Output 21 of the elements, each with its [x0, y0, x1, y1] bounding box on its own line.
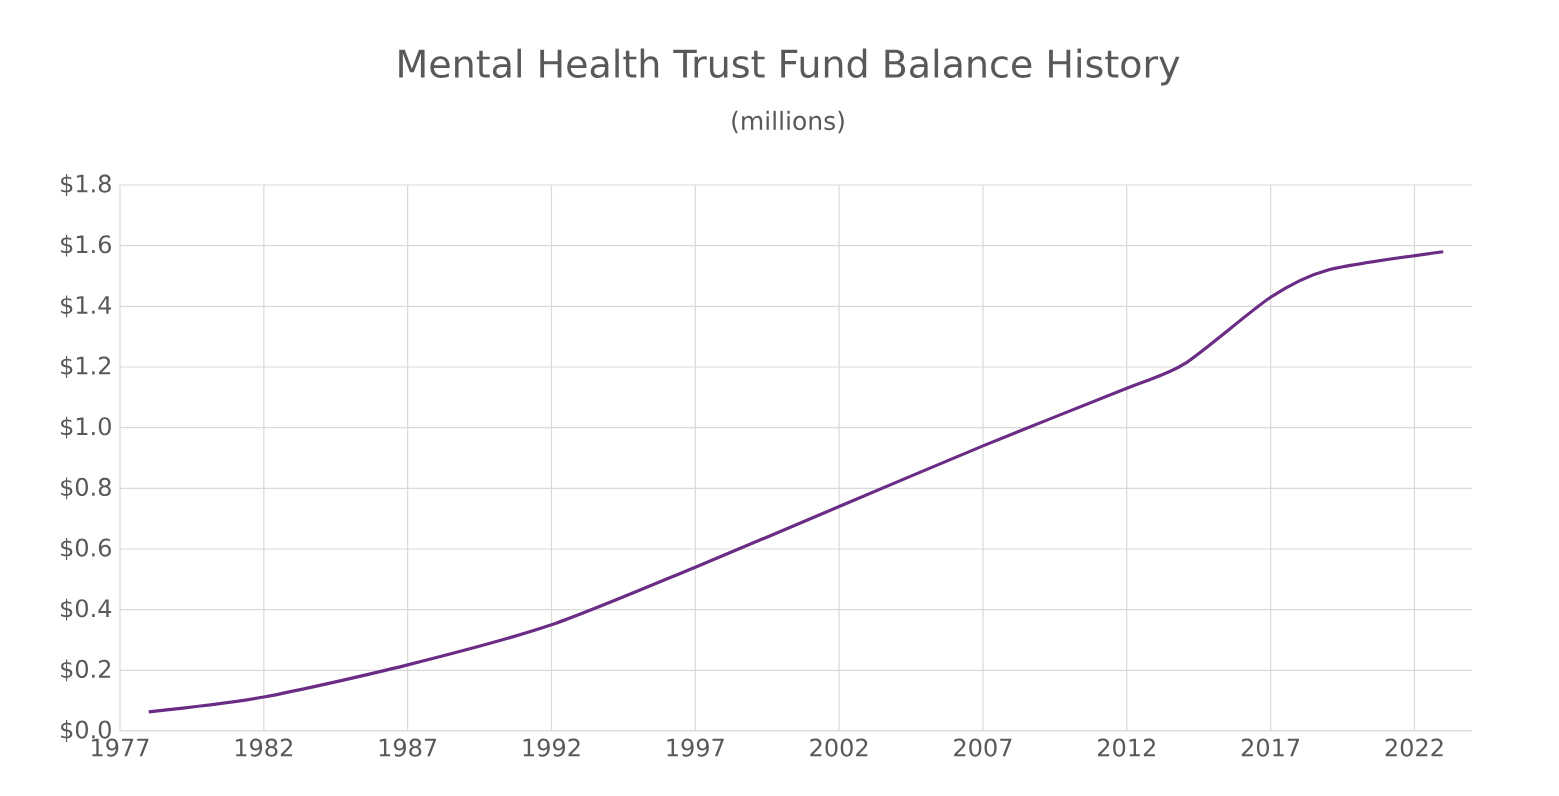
y-tick-label: $0.4 [61, 598, 112, 621]
x-tick-label: 2022 [1385, 738, 1443, 757]
x-tick-label: 1992 [523, 738, 580, 757]
y-tick-label: $1.4 [61, 295, 112, 318]
y-tick-label: $0.2 [61, 659, 111, 682]
x-tick-label: 2007 [954, 738, 1012, 757]
line-series [147, 250, 1445, 714]
x-tick-label: 1997 [667, 738, 724, 757]
x-tick-label: 2002 [810, 738, 868, 757]
x-tick-label: 2017 [1241, 738, 1300, 757]
y-tick-label: $1.8 [61, 174, 111, 196]
y-tick-label: $0.6 [61, 538, 111, 560]
x-tick-label: 1987 [379, 738, 437, 757]
chart-title: Mental Health Trust Fund Balance History [399, 48, 1180, 86]
y-tick-label: $0.8 [61, 477, 111, 500]
y-tick-label: $1.6 [61, 234, 111, 257]
y-tick-label: $1.2 [61, 356, 111, 378]
y-tick-label: $1.0 [61, 416, 111, 439]
chart-subtitle: (millions) [732, 110, 844, 134]
x-tick-label: 1982 [235, 738, 292, 757]
x-tick-label: 2012 [1098, 738, 1155, 757]
